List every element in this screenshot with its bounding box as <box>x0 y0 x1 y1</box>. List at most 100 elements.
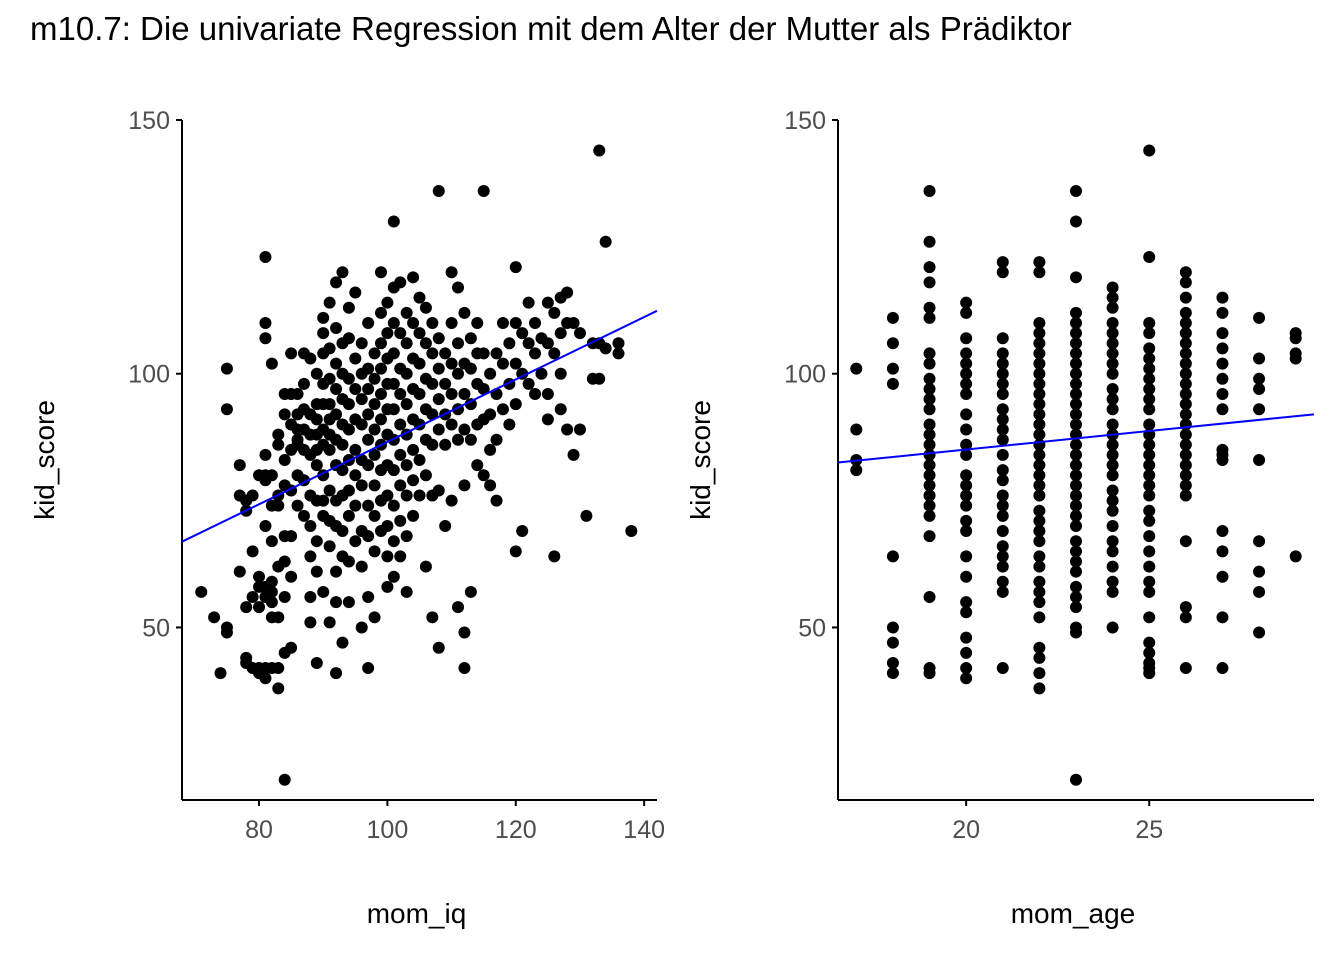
data-point <box>368 479 381 492</box>
data-point <box>285 530 298 543</box>
data-point <box>1143 438 1156 451</box>
data-point <box>1216 403 1229 416</box>
data-point <box>297 509 310 522</box>
data-point <box>407 316 420 329</box>
data-point <box>960 423 973 436</box>
data-point <box>342 596 355 609</box>
data-point <box>599 342 612 355</box>
data-point <box>503 418 516 431</box>
data-point <box>960 550 973 563</box>
data-point <box>368 372 381 385</box>
data-point <box>496 403 509 416</box>
data-point <box>336 525 349 538</box>
data-point <box>240 601 253 614</box>
data-point <box>1143 489 1156 502</box>
data-point <box>220 626 233 639</box>
data-point <box>484 408 497 421</box>
data-point <box>509 398 522 411</box>
data-point <box>400 585 413 598</box>
data-point <box>886 311 899 324</box>
data-point <box>349 352 362 365</box>
data-point <box>1033 575 1046 588</box>
data-point <box>1179 327 1192 340</box>
data-point <box>996 377 1009 390</box>
data-point <box>381 327 394 340</box>
data-point <box>445 494 458 507</box>
data-point <box>458 423 471 436</box>
data-point <box>923 382 936 395</box>
data-point <box>960 596 973 609</box>
data-point <box>265 535 278 548</box>
data-point <box>1033 337 1046 350</box>
data-point <box>426 347 439 360</box>
data-point <box>278 555 291 568</box>
data-point <box>362 591 375 604</box>
data-point <box>567 448 580 461</box>
data-point <box>387 347 400 360</box>
data-point <box>1143 504 1156 517</box>
data-point <box>1033 651 1046 664</box>
data-point <box>291 388 304 401</box>
data-point <box>317 585 330 598</box>
data-point <box>368 398 381 411</box>
regression-line <box>837 413 1315 464</box>
data-point <box>336 266 349 279</box>
data-point <box>400 459 413 472</box>
data-point <box>923 667 936 680</box>
data-point <box>923 459 936 472</box>
data-point <box>1143 575 1156 588</box>
data-point <box>996 560 1009 573</box>
data-point <box>259 332 272 345</box>
data-point <box>996 413 1009 426</box>
data-point <box>432 332 445 345</box>
data-point <box>317 311 330 324</box>
data-point <box>1106 291 1119 304</box>
data-point <box>554 403 567 416</box>
data-point <box>1179 306 1192 319</box>
data-point <box>1179 448 1192 461</box>
data-point <box>1033 448 1046 461</box>
data-point <box>1033 418 1046 431</box>
data-point <box>996 509 1009 522</box>
data-point <box>1143 403 1156 416</box>
data-point <box>1070 215 1082 228</box>
data-point <box>362 662 375 675</box>
data-point <box>996 585 1009 598</box>
data-point <box>323 540 336 553</box>
data-point <box>996 266 1009 279</box>
data-point <box>1143 514 1156 527</box>
data-point <box>1143 636 1156 649</box>
data-point <box>445 418 458 431</box>
data-point <box>432 185 445 198</box>
data-point <box>285 570 298 583</box>
data-point <box>278 773 291 786</box>
x-tick-label: 25 <box>1135 816 1163 844</box>
data-point <box>496 357 509 370</box>
data-point <box>554 367 567 380</box>
data-point <box>1143 316 1156 329</box>
x-axis-title: mom_iq <box>367 898 467 929</box>
data-point <box>452 433 465 446</box>
data-point <box>342 423 355 436</box>
data-point <box>278 454 291 466</box>
data-point <box>1253 372 1266 385</box>
data-point <box>368 509 381 522</box>
data-point <box>342 301 355 314</box>
data-point <box>960 296 973 309</box>
data-point <box>1179 611 1192 624</box>
data-point <box>996 403 1009 416</box>
data-point <box>960 646 973 659</box>
data-point <box>923 372 936 385</box>
y-tick-label: 150 <box>128 107 170 135</box>
data-point <box>1033 367 1046 380</box>
data-point <box>400 489 413 502</box>
data-point <box>996 388 1009 401</box>
data-point <box>1033 388 1046 401</box>
data-point <box>996 662 1009 675</box>
data-point <box>464 398 477 411</box>
data-point <box>996 474 1009 487</box>
data-point <box>1143 144 1156 157</box>
data-point <box>1179 601 1192 614</box>
data-point <box>336 636 349 649</box>
data-point <box>1253 311 1266 324</box>
